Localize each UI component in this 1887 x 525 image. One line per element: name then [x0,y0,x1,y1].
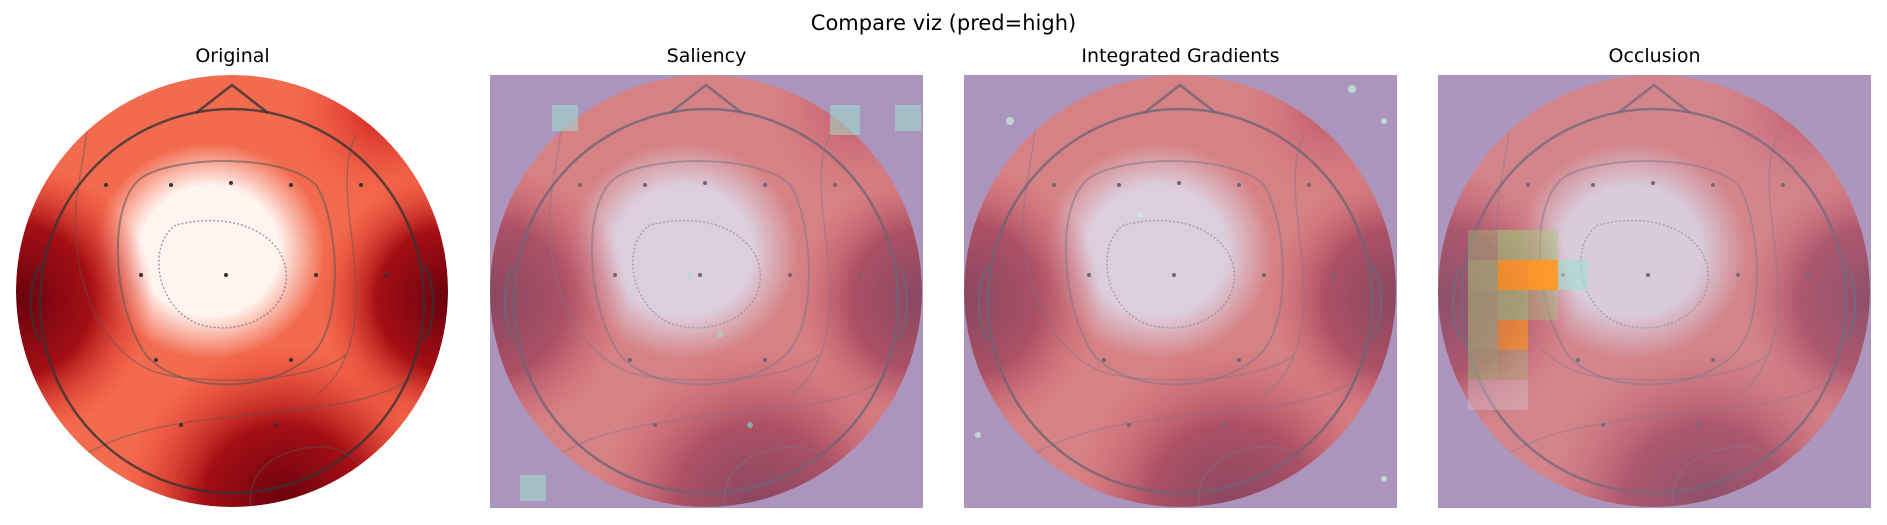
panel-title-original: Original [195,45,270,67]
panel-title-saliency: Saliency [666,45,747,67]
saliency-map [490,75,923,508]
figure-suptitle: Compare viz (pred=high) [810,11,1077,35]
panel-title-occlusion: Occlusion [1608,45,1701,67]
original-topomap [16,75,448,507]
integrated-gradients-map [964,75,1397,508]
occlusion-map [1438,75,1871,508]
panel-title-integrated-gradients: Integrated Gradients [1081,45,1280,67]
